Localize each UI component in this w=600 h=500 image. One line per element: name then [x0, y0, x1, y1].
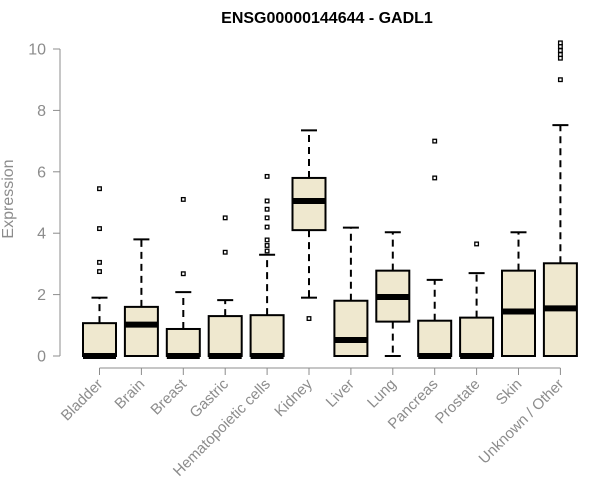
y-tick-label: 10 [28, 42, 46, 59]
y-tick-label: 6 [37, 164, 46, 181]
outlier-point [97, 186, 102, 192]
y-axis-label: Expression [0, 159, 17, 238]
outlier-point [557, 77, 563, 83]
outlier-point [432, 138, 438, 144]
outlier-point [264, 215, 270, 221]
outlier-point [306, 316, 312, 321]
iqr-box [249, 314, 285, 358]
outlier-point [557, 48, 563, 53]
iqr-box [123, 305, 159, 358]
box-breast [165, 196, 201, 359]
outlier-point [264, 243, 270, 248]
outlier-point [264, 198, 270, 204]
outlier-point [264, 173, 270, 179]
outlier-point [474, 241, 480, 247]
box-skin [501, 231, 536, 357]
outlier-point [222, 215, 228, 221]
y-axis: 0 2 4 6 8 10 [28, 42, 61, 366]
box-prostate [459, 241, 495, 359]
box-hematopoietic-cells [249, 173, 285, 359]
box-bladder [82, 186, 117, 359]
outlier-point [97, 259, 102, 265]
x-tick-label: Kidney [271, 375, 316, 420]
boxes-group [82, 40, 578, 359]
x-tick-label: Breast [147, 375, 190, 418]
outlier-point [97, 269, 102, 275]
outlier-point [264, 248, 270, 254]
x-tick-label: Brain [111, 376, 148, 413]
x-tick-label: Liver [323, 376, 358, 411]
y-tick-label: 8 [37, 103, 46, 120]
iqr-box [82, 322, 117, 357]
outlier-point [97, 226, 102, 232]
outlier-point [222, 249, 228, 255]
x-tick-label: Prostate [432, 376, 484, 428]
y-tick-label: 2 [37, 287, 46, 304]
iqr-box [165, 327, 201, 358]
outlier-point [264, 224, 270, 230]
iqr-box [333, 299, 369, 357]
y-tick-label: 4 [37, 226, 46, 243]
iqr-box [417, 319, 453, 358]
iqr-box [207, 315, 243, 357]
iqr-box [459, 316, 495, 357]
x-tick-label: Bladder [58, 376, 107, 425]
outlier-point [557, 40, 563, 46]
x-tick-label: Lung [364, 376, 400, 412]
box-liver [333, 226, 369, 357]
outlier-point [180, 271, 186, 277]
chart-title: ENSG00000144644 - GADL1 [221, 10, 433, 27]
box-pancreas [417, 138, 453, 359]
iqr-box [291, 176, 327, 232]
y-tick-label: 0 [37, 349, 46, 366]
box-lung [375, 231, 411, 357]
box-unknown-other [542, 40, 578, 358]
box-gastric [207, 215, 243, 359]
x-tick-label: Skin [493, 376, 526, 409]
box-brain [123, 238, 159, 358]
outlier-point [180, 196, 186, 202]
outlier-point [557, 52, 563, 57]
outlier-point [432, 175, 438, 181]
outlier-point [264, 237, 270, 243]
box-kidney [291, 129, 327, 321]
outlier-point [264, 206, 270, 212]
